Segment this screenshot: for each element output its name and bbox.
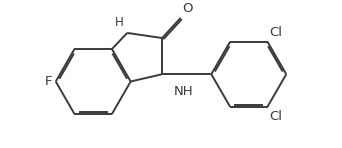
Text: H: H [115, 16, 123, 29]
Text: F: F [44, 75, 52, 88]
Text: Cl: Cl [269, 110, 282, 123]
Text: NH: NH [174, 85, 193, 98]
Text: O: O [182, 3, 193, 16]
Text: Cl: Cl [269, 26, 282, 39]
